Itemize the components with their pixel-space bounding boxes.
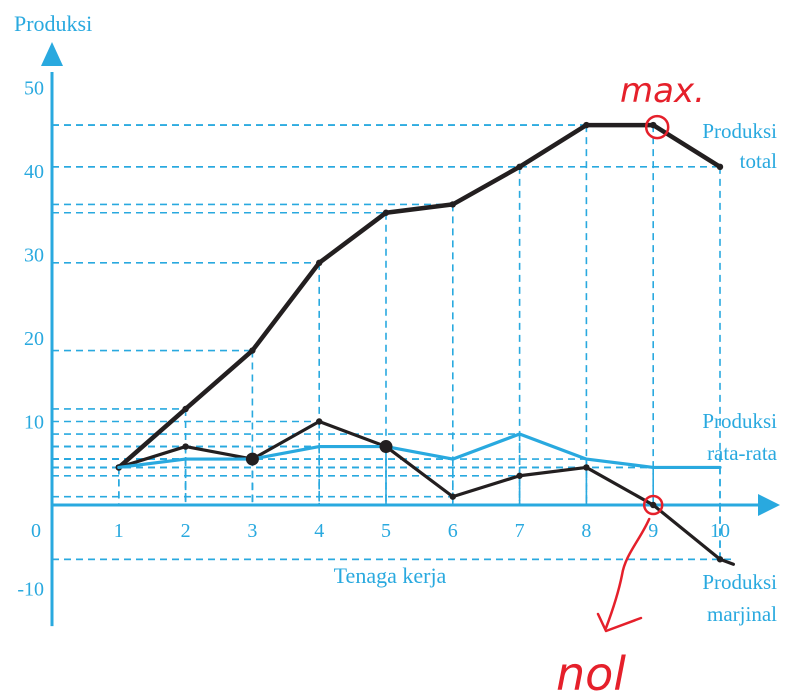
series-label-total: Produksi <box>702 119 777 143</box>
x-tick-label: 6 <box>448 520 458 542</box>
x-tick-label: 9 <box>648 520 658 542</box>
series-label-rata-rata: rata-rata <box>707 441 778 465</box>
y-tick-label: 50 <box>24 78 44 100</box>
series-label-marjinal: Produksi <box>702 570 777 594</box>
x-tick-label: 10 <box>710 520 730 542</box>
point-total <box>516 163 523 171</box>
point-total <box>449 201 456 208</box>
axes <box>41 42 780 627</box>
y-tick-label: 20 <box>24 328 44 350</box>
x-axis-arrow <box>758 494 780 516</box>
point-marjinal <box>516 472 523 479</box>
x-tick-label: 1 <box>114 520 124 542</box>
x-tick-label: 8 <box>581 520 591 542</box>
annotation-nol: nol <box>556 647 626 697</box>
series-label-marjinal: marjinal <box>707 602 777 626</box>
point-total <box>650 121 657 129</box>
x-tick-label: 2 <box>181 520 191 542</box>
y-tick-label: 30 <box>24 245 44 267</box>
x-tick-label: 7 <box>515 520 525 542</box>
max-circle-mark <box>644 114 670 140</box>
point-total <box>316 259 323 267</box>
series-label-rata-rata: Produksi <box>702 409 777 433</box>
series-line-total <box>116 122 723 470</box>
annotations: max. nol <box>556 71 705 697</box>
y-axis-arrow <box>41 42 63 66</box>
point-total <box>249 347 256 354</box>
point-total <box>182 405 189 413</box>
y-tick-label: 40 <box>24 161 44 183</box>
x-axis-title: Tenaga kerja <box>334 563 447 588</box>
point-total <box>382 209 390 216</box>
highlight-point <box>245 452 259 466</box>
highlight-point <box>379 440 393 454</box>
y-axis-title: Produksi <box>14 11 92 36</box>
nol-arrow-line <box>604 517 651 630</box>
x-tick-label: 4 <box>314 520 324 542</box>
nol-arrow-head <box>596 612 643 633</box>
x-tick-label: 3 <box>247 520 257 542</box>
y-tick-label: 10 <box>24 412 44 434</box>
labels: 0 1 2 3 4 5 6 7 8 9 10 50 40 30 20 10 -10 Produksi Tenaga … <box>14 11 778 626</box>
x-tick-label: 0 <box>31 520 41 542</box>
series-line-rata-rata <box>117 432 722 470</box>
annotation-max: max. <box>620 71 705 111</box>
point-marjinal <box>449 493 456 500</box>
series-lines <box>115 121 735 566</box>
nol-circle-mark <box>642 494 664 516</box>
point-marjinal <box>182 443 189 450</box>
x-tick-label: 5 <box>381 520 391 542</box>
point-total <box>583 121 590 129</box>
point-marjinal <box>716 556 724 563</box>
point-marjinal <box>650 501 657 509</box>
series-label-total: total <box>740 149 777 173</box>
y-tick-label: -10 <box>17 579 44 601</box>
point-total <box>716 163 724 171</box>
point-marjinal <box>583 464 590 471</box>
series-line-marjinal <box>117 419 735 566</box>
point-marjinal <box>316 418 323 425</box>
